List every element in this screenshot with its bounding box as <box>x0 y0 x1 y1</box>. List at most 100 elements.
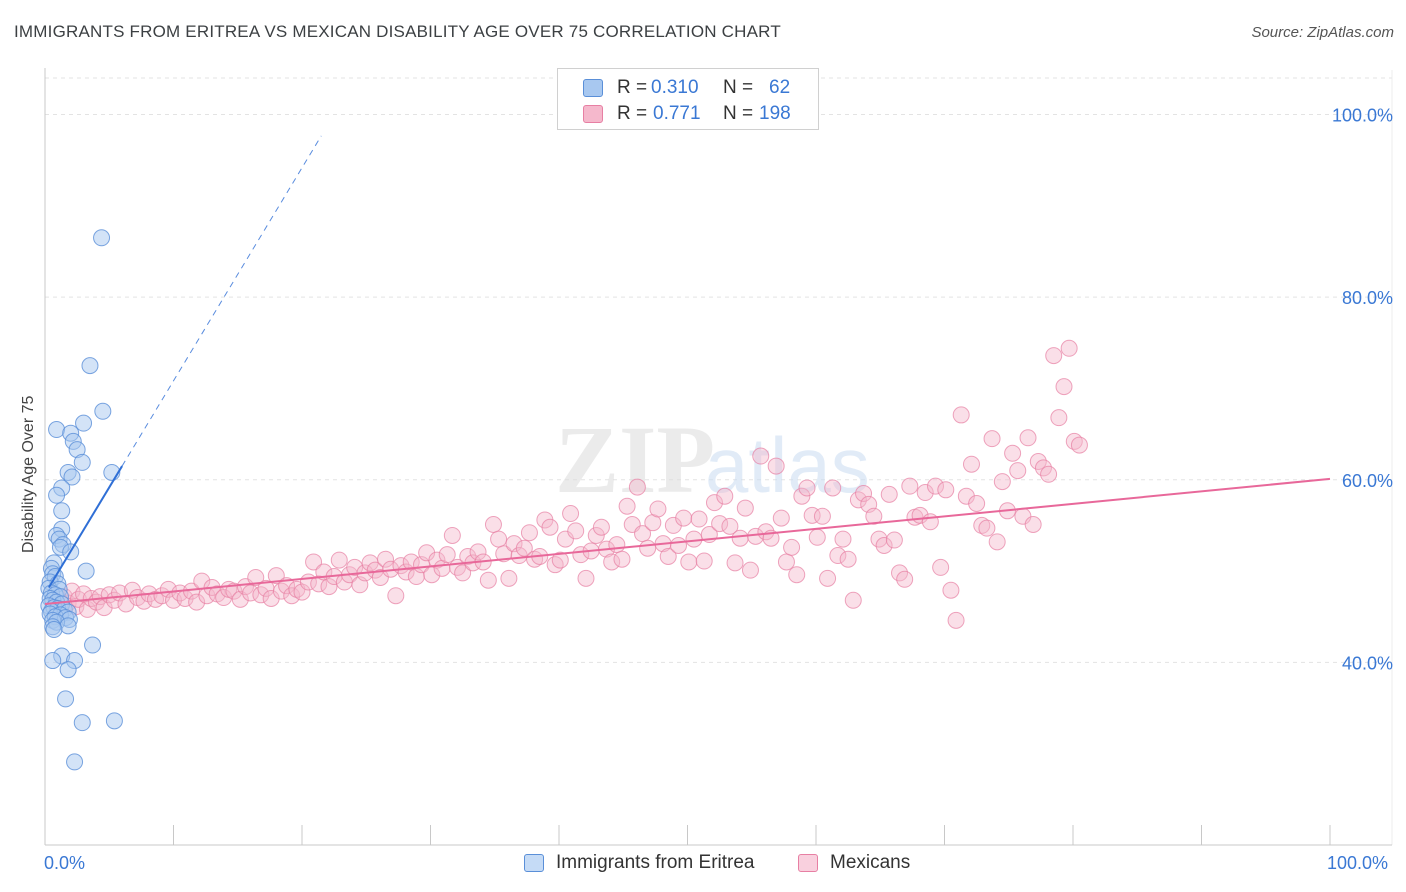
legend-swatch-mexicans <box>583 105 603 123</box>
mexicans-point <box>1004 444 1022 462</box>
mexicans-point <box>819 569 837 587</box>
mexicans-point <box>231 590 249 608</box>
mexicans-point <box>305 553 323 571</box>
mexicans-point <box>952 406 970 424</box>
mexicans-point <box>608 536 626 554</box>
eritrea-points <box>40 229 123 771</box>
mexicans-point <box>777 553 795 571</box>
legend-swatch-eritrea <box>583 79 603 97</box>
eritrea-point <box>59 617 77 635</box>
mexicans-point <box>320 578 338 596</box>
chart-source: Source: ZipAtlas.com <box>1251 24 1394 41</box>
mexicans-point <box>484 516 502 534</box>
mexicans-point <box>188 593 206 611</box>
mexicans-point <box>1060 339 1078 357</box>
y-tick-label: 60.0% <box>1342 471 1393 491</box>
mexicans-point <box>454 564 472 582</box>
mexicans-point <box>916 484 934 502</box>
mexicans-point <box>968 495 986 513</box>
mexicans-point <box>659 547 677 565</box>
legend-r-value: 0.310 <box>651 77 699 98</box>
y-axis-label: Disability Age Over 75 <box>20 395 37 553</box>
chart-title: IMMIGRANTS FROM ERITREA VS MEXICAN DISAB… <box>14 22 781 41</box>
trend-lines <box>44 135 1331 605</box>
mexicans-point <box>741 561 759 579</box>
mexicans-point <box>577 569 595 587</box>
mexicans-point <box>901 477 919 495</box>
eritrea-point <box>105 712 123 730</box>
tick-labels: 40.0% 60.0% 80.0% 100.0% <box>1332 106 1393 674</box>
mexicans-point <box>1055 378 1073 396</box>
mexicans-point <box>675 509 693 527</box>
mexicans-point <box>824 479 842 497</box>
eritrea-point <box>73 714 91 732</box>
mexicans-point <box>587 526 605 544</box>
mexicans-point <box>1045 347 1063 365</box>
mexicans-trend-line <box>44 477 1331 605</box>
mexicans-point <box>808 528 826 546</box>
eritrea-point <box>45 621 63 639</box>
legend-r-value: 0.771 <box>653 103 701 124</box>
mexicans-point <box>500 569 518 587</box>
mexicans-point <box>716 487 734 505</box>
eritrea-point <box>73 453 91 471</box>
mexicans-point <box>685 530 703 548</box>
eritrea-trend-line <box>47 465 123 589</box>
mexicans-point <box>767 457 785 475</box>
mexicans-point <box>541 518 559 536</box>
legend-row-mexicans: R = 0.771 N = 198 <box>558 102 818 126</box>
mexicans-point <box>1050 409 1068 427</box>
legend-n-value: 198 <box>759 103 791 124</box>
mexicans-point <box>937 481 955 499</box>
mexicans-point <box>880 485 898 503</box>
mexicans-point <box>834 530 852 548</box>
mexicans-point <box>377 550 395 568</box>
mexicans-point <box>736 499 754 517</box>
mexicans-point <box>726 554 744 572</box>
eritrea-point <box>93 229 111 247</box>
mexicans-point <box>1009 462 1027 480</box>
mexicans-point <box>932 558 950 576</box>
y-tick-label: 40.0% <box>1342 653 1393 673</box>
mexicans-point <box>520 524 538 542</box>
legend-n-label: N = <box>723 103 754 124</box>
mexicans-point <box>875 537 893 555</box>
mexicans-point <box>993 473 1011 491</box>
mexicans-point <box>346 558 364 576</box>
eritrea-point <box>57 690 75 708</box>
mexicans-point <box>1019 429 1037 447</box>
eritrea-point <box>84 636 102 654</box>
mexicans-point <box>783 538 801 556</box>
mexicans-point <box>680 553 698 571</box>
mexicans-point <box>267 567 285 585</box>
mexicans-point <box>670 537 688 555</box>
mexicans-point <box>793 487 811 505</box>
y-tick-label: 80.0% <box>1342 288 1393 308</box>
bottom-swatch-mexicans <box>798 854 818 872</box>
mexicans-point <box>942 581 960 599</box>
mexicans-point <box>78 600 96 618</box>
legend-r-label: R = <box>617 103 648 124</box>
eritrea-point <box>44 652 62 670</box>
legend-n-value: 62 <box>769 77 791 98</box>
mexicans-point <box>988 533 1006 551</box>
x-max-label: 100.0% <box>1327 853 1388 873</box>
mexicans-point <box>293 583 311 601</box>
mexicans-point <box>562 505 580 523</box>
x-min-label: 0.0% <box>44 853 85 873</box>
mexicans-point <box>242 584 260 602</box>
mexicans-point <box>479 571 497 589</box>
mexicans-point <box>962 455 980 473</box>
mexicans-point <box>921 513 939 531</box>
eritrea-trend-extension <box>121 135 322 467</box>
mexicans-point <box>215 589 233 607</box>
mexicans-point <box>844 591 862 609</box>
mexicans-point <box>443 526 461 544</box>
y-tick-label: 100.0% <box>1332 106 1393 126</box>
mexicans-point <box>592 518 610 536</box>
mexicans-point <box>438 546 456 564</box>
mexicans-point <box>772 509 790 527</box>
mexicans-point <box>649 500 667 518</box>
mexicans-point <box>983 430 1001 448</box>
mexicans-point <box>1024 516 1042 534</box>
